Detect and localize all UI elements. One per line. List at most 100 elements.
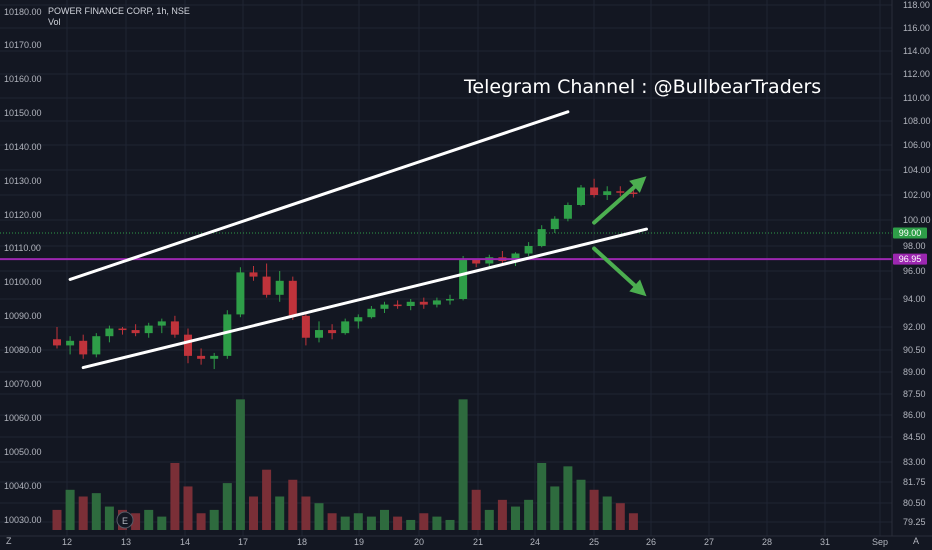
volume-bar — [222, 483, 232, 530]
auto-scale-icon[interactable]: A — [913, 536, 919, 546]
volume-bar — [537, 463, 547, 530]
right-axis-tick-label: 102.00 — [903, 190, 931, 200]
zoom-icon[interactable]: Z — [6, 536, 12, 546]
candle-body — [590, 187, 599, 195]
left-axis-tick-label: 10160.00 — [4, 74, 42, 84]
earnings-marker[interactable]: E — [116, 511, 134, 529]
left-axis-tick-label: 10030.00 — [4, 515, 42, 525]
left-axis-tick-label: 10180.00 — [4, 7, 42, 17]
left-axis-tick-label: 10140.00 — [4, 142, 42, 152]
support-price-tag: 96.95 — [893, 253, 927, 265]
left-axis-tick-label: 10130.00 — [4, 176, 42, 186]
candle-body — [485, 257, 494, 264]
volume-bar — [471, 489, 481, 530]
volume-bar — [144, 509, 154, 530]
volume-bar — [78, 496, 88, 530]
candle-body — [157, 321, 166, 326]
left-axis-tick-label: 10070.00 — [4, 379, 42, 389]
right-axis-tick-label: 94.00 — [903, 294, 926, 304]
right-axis-tick-label: 79.25 — [903, 517, 926, 527]
volume-bar — [602, 496, 612, 530]
candle-body — [288, 280, 297, 316]
candle-body — [629, 192, 638, 194]
candle-body — [105, 328, 114, 337]
candle-body — [537, 229, 546, 246]
volume-bar — [589, 489, 599, 530]
candle-body — [197, 355, 206, 359]
arrow-up-shaft — [592, 184, 637, 225]
right-axis-tick-label: 80.50 — [903, 498, 926, 508]
volume-bar — [249, 496, 258, 530]
right-axis-tick-label: 114.00 — [903, 46, 930, 56]
left-axis-tick-label: 10170.00 — [4, 40, 42, 50]
candle-body — [184, 334, 192, 356]
candle-body — [367, 308, 376, 318]
volume-bar — [563, 466, 573, 530]
candle-body — [131, 330, 140, 334]
right-axis-tick-label: 92.00 — [903, 322, 926, 332]
arrows — [592, 176, 647, 297]
time-axis-tick-label: 26 — [646, 537, 656, 547]
candle-body — [577, 187, 585, 205]
arrow-down-icon — [629, 279, 647, 297]
right-axis-tick-label: 112.00 — [903, 69, 930, 79]
candle-body — [380, 304, 389, 309]
grid — [0, 0, 892, 536]
volume-bar — [314, 503, 324, 530]
volume-bar — [380, 509, 389, 530]
time-axis-tick-label: 14 — [180, 537, 190, 547]
candle-body — [301, 315, 310, 338]
volume-bar — [327, 513, 337, 530]
right-price-axis: 118.00 116.00 114.00 112.00 110.00 108.00 106.… — [891, 0, 931, 536]
candle-body — [432, 300, 441, 305]
right-axis-tick-label: 84.50 — [903, 432, 926, 442]
volume-bar — [524, 499, 534, 530]
candle-body — [315, 330, 323, 338]
volume-bar — [340, 516, 350, 530]
candle-body — [511, 253, 520, 261]
right-axis-tick-label: 108.00 — [903, 116, 931, 126]
candle-body — [262, 276, 271, 295]
candle-body — [603, 191, 612, 195]
time-axis: 12 13 14 17 18 19 20 21 24 25 26 27 28 31 Sep — [0, 535, 932, 547]
candle-body — [236, 272, 245, 315]
right-axis-tick-label: 100.00 — [903, 215, 931, 225]
time-axis-tick-label: 25 — [589, 537, 599, 547]
volume-bar — [445, 519, 455, 530]
candle-body — [446, 299, 454, 301]
right-axis-tick-label: 81.75 — [903, 477, 926, 487]
candle-body — [170, 321, 179, 335]
candle-body — [354, 317, 363, 322]
volume-label: Vol — [48, 17, 61, 27]
candle-body — [210, 355, 219, 359]
volume-bar — [131, 513, 141, 530]
left-axis-tick-label: 10110.00 — [4, 243, 41, 253]
volume-bar — [170, 463, 180, 530]
volume-bar — [628, 513, 638, 530]
candle-body — [249, 272, 258, 277]
volume-bar — [288, 479, 298, 530]
symbol-header: POWER FINANCE CORP, 1h, NSE — [48, 6, 190, 16]
volume-bar — [393, 516, 403, 530]
time-axis-tick-label: 31 — [820, 537, 830, 547]
right-axis-tick-label: 106.00 — [903, 140, 931, 150]
volume-bar — [458, 399, 468, 530]
candle-body — [328, 330, 337, 334]
volume-bar — [484, 509, 494, 530]
candle-body — [118, 328, 127, 331]
volume-bar — [511, 506, 520, 530]
left-axis-tick-label: 10090.00 — [4, 311, 42, 321]
time-axis-tick-label: 28 — [762, 537, 772, 547]
volume-bar — [615, 503, 625, 530]
right-axis-tick-label: 116.00 — [903, 23, 930, 33]
volume-bar — [183, 486, 193, 530]
volume-bar — [576, 479, 586, 530]
candle-body — [92, 336, 101, 355]
time-axis-tick-label: 24 — [530, 537, 540, 547]
volume-bar — [406, 519, 416, 530]
candle-body — [79, 340, 88, 355]
candle-body — [144, 325, 153, 334]
volume-bar — [353, 513, 363, 530]
right-axis-tick-label: 87.50 — [903, 389, 926, 399]
